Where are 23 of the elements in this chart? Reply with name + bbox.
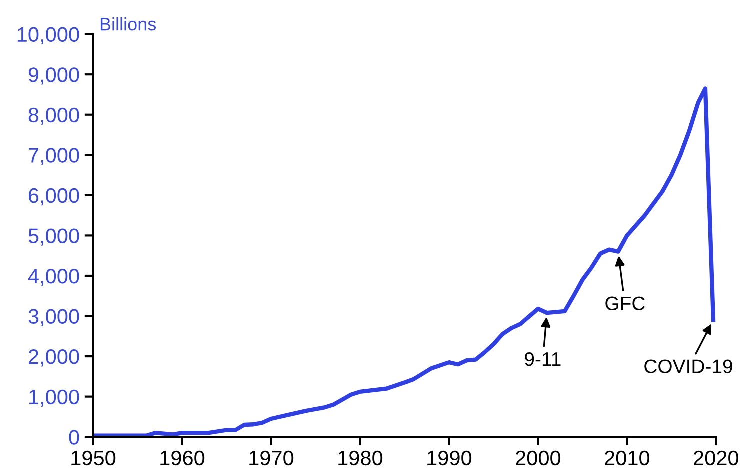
y-tick-label: 6,000: [28, 188, 80, 206]
y-tick-label: 3,000: [28, 309, 80, 326]
annotation: GFC: [606, 296, 645, 311]
y-tick-label: 4,000: [28, 268, 80, 286]
x-tick-label: 2010: [605, 450, 650, 466]
x-tick-label: 1960: [160, 450, 205, 466]
x-tick-label: 2020: [694, 450, 739, 466]
x-tick-label: 1990: [428, 450, 472, 466]
y-tick-label: 1,000: [30, 390, 80, 408]
annotation: 9-11: [525, 352, 561, 366]
x-tick-label: 2000: [516, 450, 561, 466]
y-axis-title: Billions: [100, 17, 156, 31]
x-tick-label: 1970: [250, 450, 294, 466]
y-tick-label: 9,000: [28, 68, 80, 85]
y-tick-label: 10,000: [18, 27, 80, 45]
y-tick-label: 0: [69, 430, 80, 445]
y-tick-label: 2,000: [28, 350, 80, 367]
y-tick-label: 5,000: [28, 228, 80, 246]
y-tick-label: 8,000: [28, 108, 80, 126]
y-tick-label: 7,000: [28, 148, 80, 166]
annotation: COVID-19: [644, 360, 732, 374]
x-tick-label: 1950: [72, 450, 116, 466]
x-tick-label: 1980: [338, 450, 383, 466]
